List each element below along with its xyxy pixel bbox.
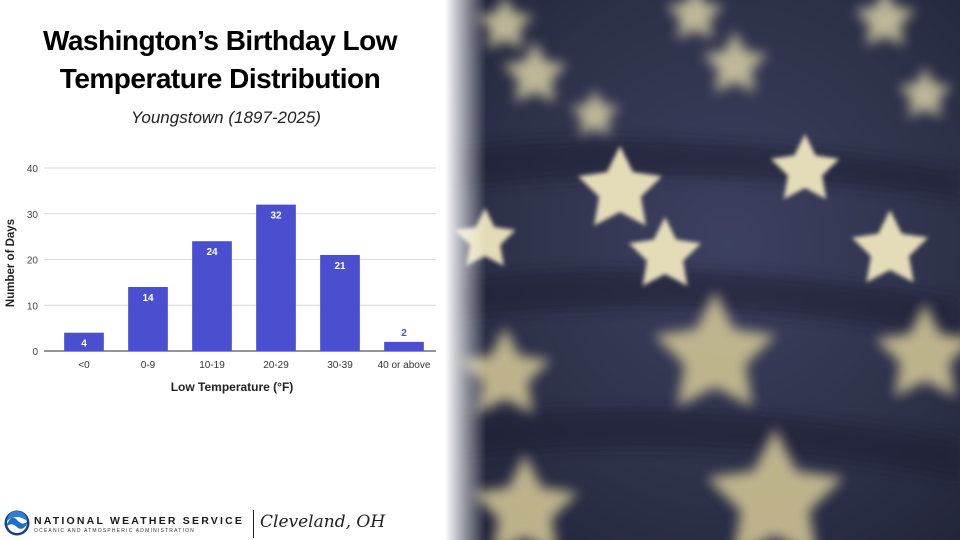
bar xyxy=(192,241,232,351)
chart-title: Washington’s Birthday Low Temperature Di… xyxy=(42,25,398,94)
y-tick-label: 0 xyxy=(32,347,38,358)
bar-chart: 0 10 20 30 40 4 14 24 32 21 2 <0 0-9 10-19 20-29 30-3… xyxy=(5,164,436,394)
bar xyxy=(64,332,104,351)
x-tick-label: 10-19 xyxy=(199,360,225,371)
agency-name: NATIONAL WEATHER SERVICE xyxy=(34,515,245,527)
noaa-logo xyxy=(4,510,30,536)
x-tick-labels: <0 0-9 10-19 20-29 30-39 40 or above xyxy=(78,360,431,371)
x-axis-label: Low Temperature (°F) xyxy=(171,380,294,394)
footer-divider xyxy=(253,510,254,538)
data-label: 4 xyxy=(81,339,87,350)
bar xyxy=(320,254,360,351)
bars xyxy=(64,204,424,351)
x-tick-label: <0 xyxy=(78,360,90,371)
data-label: 32 xyxy=(270,211,282,222)
data-label: 24 xyxy=(206,247,218,258)
x-tick-label: 40 or above xyxy=(378,360,431,371)
data-labels: 4 14 24 32 21 2 xyxy=(81,211,407,350)
y-tick-label: 20 xyxy=(27,256,39,267)
bar xyxy=(256,204,296,351)
agency-subtitle: OCEANIC AND ATMOSPHERIC ADMINISTRATION xyxy=(34,528,195,534)
gridlines xyxy=(44,167,436,352)
bar xyxy=(384,341,424,351)
bar xyxy=(128,286,168,351)
y-tick-labels: 0 10 20 30 40 xyxy=(27,164,39,358)
office-name: Cleveland, OH xyxy=(260,512,386,532)
data-label: 14 xyxy=(142,293,154,304)
y-axis-label: Number of Days xyxy=(5,219,17,307)
y-tick-label: 10 xyxy=(27,301,39,312)
x-tick-label: 30-39 xyxy=(327,360,353,371)
flag-stars-photo xyxy=(445,0,960,540)
x-tick-label: 0-9 xyxy=(141,360,156,371)
y-tick-label: 40 xyxy=(27,164,39,175)
data-label: 2 xyxy=(401,328,407,339)
x-tick-label: 20-29 xyxy=(263,360,289,371)
y-tick-label: 30 xyxy=(27,210,39,221)
chart-subtitle: Youngstown (1897-2025) xyxy=(131,108,321,127)
data-label: 21 xyxy=(334,261,346,272)
